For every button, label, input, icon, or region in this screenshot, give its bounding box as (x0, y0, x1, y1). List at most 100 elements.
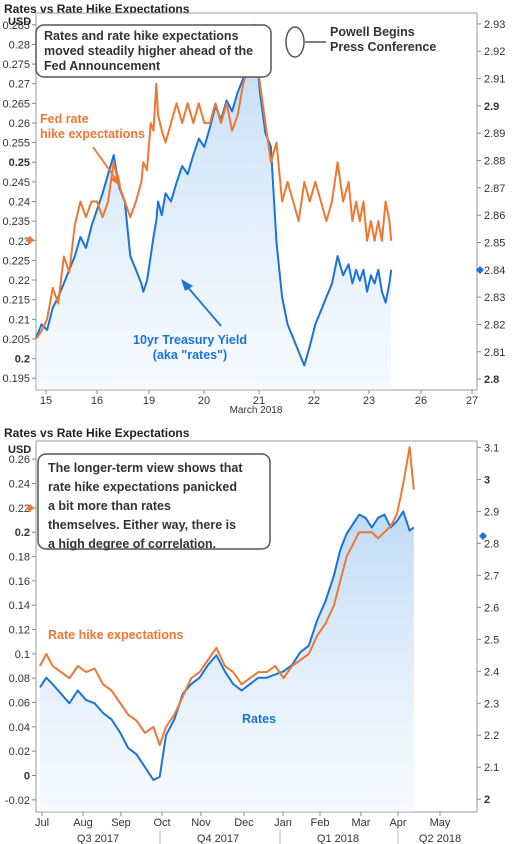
right-axis: 2 2.1 2.2 2.3 2.4 2.5 2.6 2.7 2.8 2.9 3 3.1 (477, 442, 499, 806)
blue-last-marker (476, 266, 484, 274)
right-tick-label: 2.89 (484, 128, 505, 140)
fed-expectations-arrow (92, 146, 119, 183)
right-tick-label: 2.8 (484, 538, 499, 550)
right-tick-label: 2.91 (484, 74, 505, 86)
quarter-label: Q1 2018 (317, 833, 359, 844)
x-tick-label: Aug (73, 817, 93, 829)
right-tick-label: 3.1 (484, 442, 499, 454)
x-tick-label: Apr (389, 817, 406, 829)
right-tick-label: 2.88 (484, 156, 505, 168)
x-tick-label: 16 (91, 395, 103, 407)
right-tick-label: 2.84 (484, 265, 505, 277)
left-axis: -0.02 0 0.02 0.04 0.06 0.08 0.1 0.12 0.14 0.16 0.1… (5, 454, 36, 807)
annotation-line: (aka "rates") (153, 348, 227, 362)
orange-last-marker (26, 504, 34, 512)
right-tick-label: 2.5 (484, 634, 499, 646)
right-tick-label: 2.2 (484, 730, 499, 742)
chart-panel-bottom: Rates vs Rate Hike Expectations USD -0.0… (0, 424, 514, 844)
right-tick-label: 2.81 (484, 347, 505, 359)
x-tick-label: 15 (40, 395, 52, 407)
x-tick-label: 22 (308, 395, 320, 407)
x-tick-label: Feb (311, 817, 330, 829)
annotation-text: The longer-term view shows that rate hike… (48, 461, 243, 551)
rates-label: Rates (242, 712, 276, 726)
x-tick-label: Sep (111, 817, 131, 829)
x-tick-label: Oct (153, 817, 170, 829)
x-tick-label: 19 (143, 395, 155, 407)
x-tick-label: Mar (352, 817, 371, 829)
x-axis: 15 16 19 20 21 22 23 26 27 (40, 390, 478, 407)
left-tick-label: 0.26 (9, 454, 30, 466)
annotation-line: Rates and rate hike expectations (44, 29, 239, 43)
left-tick-label: 0.25 (9, 157, 30, 169)
rate-expectations-label: Rate hike expectations (48, 628, 184, 642)
left-tick-label: 0.195 (2, 373, 30, 385)
left-tick-label: 0.225 (2, 255, 30, 267)
annotation-line: a bit more than rates (48, 499, 171, 513)
annotation-text: Rates and rate hike expectations moved st… (44, 29, 253, 73)
right-tick-label: 2.6 (484, 602, 499, 614)
x-tick-label: 26 (415, 395, 427, 407)
fed-arrow-head (110, 175, 121, 187)
right-tick-label: 2.93 (484, 19, 505, 31)
fed-expectations-label: Fed rate hike expectations (40, 112, 145, 141)
left-tick-label: 0.16 (9, 576, 30, 588)
right-axis: 2.8 2.81 2.82 2.83 2.84 2.85 2.86 2.87 2.88 2.89 2… (477, 19, 505, 386)
left-tick-label: 0.22 (9, 275, 30, 287)
blue-last-marker (479, 532, 487, 540)
left-tick-label: 0.21 (9, 314, 30, 326)
left-tick-label: 0.215 (2, 295, 30, 307)
quarter-label: Q4 2017 (197, 833, 239, 844)
left-tick-label: 0.08 (9, 673, 30, 685)
left-tick-label: 0.24 (9, 479, 30, 491)
treasury-arrow-head (181, 279, 193, 291)
left-tick-label: 0.285 (2, 20, 30, 32)
annotation-box (35, 24, 272, 78)
rates-series-line (39, 510, 415, 781)
plot-area (39, 446, 415, 812)
expectations-series-line (39, 446, 415, 747)
x-tick-label: Jan (274, 817, 292, 829)
left-axis-unit: USD (8, 444, 31, 456)
chart-longterm: USD -0.02 0 0.02 0.04 0.06 0.08 0.1 0.12 0.14 0.1… (5, 440, 499, 844)
left-tick-label: 0.02 (9, 746, 30, 758)
annotation-line: Fed rate (40, 112, 89, 126)
left-tick-label: 0.28 (9, 39, 30, 51)
treasury-yield-arrow (184, 283, 222, 327)
right-tick-label: 2 (484, 794, 490, 806)
left-tick-label: 0.26 (9, 118, 30, 130)
left-tick-label: 0.22 (9, 503, 30, 515)
left-tick-label: 0.04 (9, 722, 30, 734)
x-tick-label: 23 (363, 395, 375, 407)
left-tick-label: 0.205 (2, 334, 30, 346)
x-tick-label: 21 (253, 395, 265, 407)
x-tick-label: Dec (234, 817, 254, 829)
left-tick-label: 0.27 (9, 79, 30, 91)
x-axis: Jul Aug Sep Oct Nov Dec Jan Feb Mar Apr May Q3 2017… (35, 812, 461, 844)
right-tick-label: 2.4 (484, 666, 499, 678)
left-tick-label: 0.245 (2, 177, 30, 189)
rates-area-fill (36, 29, 392, 391)
right-tick-label: 2.86 (484, 210, 505, 222)
right-tick-label: 2.85 (484, 237, 505, 249)
left-tick-label: 0.2 (15, 354, 30, 366)
quarter-label: Q3 2017 (77, 833, 119, 844)
left-tick-label: 0.18 (9, 552, 30, 564)
left-tick-label: 0.23 (9, 236, 30, 248)
left-tick-label: 0.12 (9, 625, 30, 637)
left-tick-label: 0.14 (9, 600, 30, 612)
annotation-line: Fed Announcement (44, 59, 161, 73)
orange-last-marker (26, 236, 34, 244)
left-tick-label: 0.265 (2, 98, 30, 110)
x-tick-label: 20 (198, 395, 210, 407)
left-axis-unit: USD (8, 16, 31, 28)
annotation-line: hike expectations (40, 127, 145, 141)
left-tick-label: 0.255 (2, 138, 30, 150)
powell-highlight (285, 26, 305, 58)
annotation-line: Press Conference (330, 40, 436, 54)
chart-panel-top: Rates vs Rate Hike Expectations USD 0.19… (0, 0, 514, 418)
left-tick-label: 0 (24, 771, 30, 783)
chart-title: Rates vs Rate Hike Expectations (4, 426, 190, 440)
x-tick-label: Jul (35, 817, 49, 829)
right-tick-label: 2.83 (484, 292, 505, 304)
